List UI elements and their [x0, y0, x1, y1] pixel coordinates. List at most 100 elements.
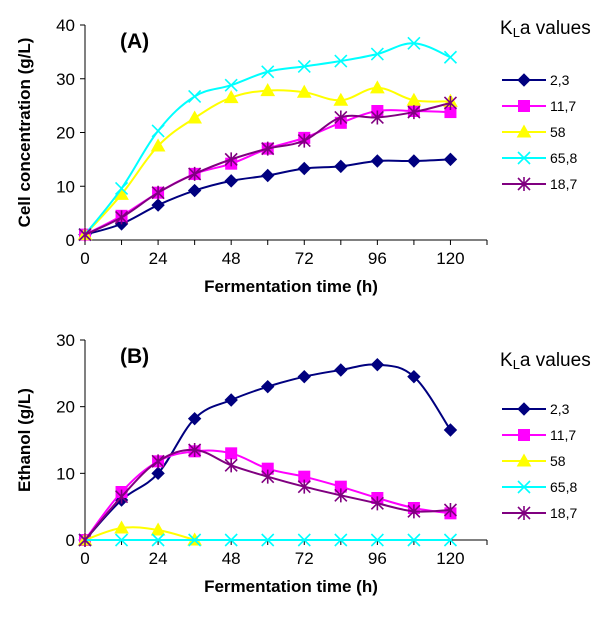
data-point — [443, 423, 458, 437]
data-point — [443, 152, 458, 167]
legend-label: 2,3 — [550, 72, 570, 88]
data-point — [224, 174, 238, 188]
data-point — [151, 124, 165, 138]
legend-title: KLa values — [500, 350, 591, 372]
y-tick-label: 0 — [66, 231, 75, 250]
x-tick-label: 48 — [222, 549, 241, 568]
x-tick-label: 0 — [80, 249, 89, 268]
data-point — [224, 458, 238, 473]
legend-marker — [518, 429, 530, 441]
data-point — [370, 357, 385, 372]
legend-marker — [516, 124, 532, 138]
x-tick-label: 96 — [368, 249, 387, 268]
data-point — [370, 80, 385, 94]
data-point — [334, 110, 348, 125]
legend-marker — [518, 100, 530, 112]
data-point — [260, 83, 276, 97]
data-point — [151, 185, 165, 200]
legend-marker — [517, 151, 531, 165]
data-point — [370, 110, 384, 125]
data-point — [334, 54, 348, 68]
x-axis-title: Fermentation time (h) — [204, 577, 378, 596]
data-point — [114, 533, 129, 547]
data-point — [261, 533, 275, 547]
panel-label: (A) — [120, 30, 149, 53]
data-point — [225, 447, 238, 460]
y-tick-label: 30 — [56, 331, 75, 350]
y-tick-label: 20 — [56, 124, 75, 143]
x-tick-label: 120 — [436, 549, 464, 568]
y-tick-label: 40 — [56, 16, 75, 35]
data-point — [223, 90, 239, 104]
legend-label: 11,7 — [550, 427, 576, 443]
series-4 — [78, 95, 458, 242]
x-tick-label: 96 — [368, 549, 387, 568]
x-axis-title: Fermentation time (h) — [204, 277, 378, 296]
legend-title-prefix: K — [500, 18, 513, 39]
data-point — [187, 411, 202, 426]
data-point — [407, 154, 421, 168]
legend-marker — [516, 453, 532, 467]
data-point — [443, 533, 458, 547]
data-point — [443, 503, 458, 517]
data-point — [187, 183, 202, 198]
data-point — [114, 489, 129, 504]
legend-label: 65,8 — [550, 479, 577, 495]
data-point — [407, 533, 421, 547]
data-point — [151, 198, 165, 212]
data-point — [297, 59, 311, 73]
data-point — [297, 533, 311, 547]
legend-label: 65,8 — [550, 150, 577, 166]
data-point — [334, 363, 348, 377]
data-point — [188, 166, 202, 181]
x-tick-label: 120 — [436, 249, 464, 268]
data-point — [188, 443, 202, 457]
data-point — [297, 369, 311, 384]
y-tick-label: 20 — [56, 398, 75, 417]
data-point — [370, 47, 384, 61]
data-point — [334, 159, 348, 174]
data-point — [370, 533, 384, 547]
x-tick-label: 0 — [80, 549, 89, 568]
data-point — [261, 141, 275, 156]
legend-marker — [517, 177, 531, 191]
data-point — [297, 161, 311, 176]
series-1 — [79, 445, 457, 546]
legend-label: 18,7 — [550, 505, 577, 521]
legend-marker — [517, 480, 531, 494]
series-3 — [78, 36, 458, 242]
legend: KLa values 2,3 11,7 58 65,8 18,7 — [500, 18, 591, 192]
data-point — [261, 469, 275, 484]
data-point — [150, 522, 166, 536]
x-tick-label: 24 — [149, 549, 168, 568]
data-point — [224, 533, 238, 547]
legend-marker — [517, 506, 531, 520]
data-point — [224, 78, 238, 92]
data-point — [151, 533, 165, 547]
data-point — [333, 92, 349, 106]
data-point — [334, 533, 348, 547]
data-point — [443, 95, 458, 110]
data-point — [297, 133, 311, 148]
series-4 — [78, 443, 458, 547]
legend-label: 58 — [550, 124, 566, 140]
legend-label: 11,7 — [550, 98, 576, 114]
legend-title: KLa values — [500, 18, 591, 40]
y-tick-label: 0 — [66, 531, 75, 550]
data-point — [78, 533, 92, 547]
legend: KLa values 2,3 11,7 58 65,8 18,7 — [500, 350, 591, 521]
data-point — [114, 210, 129, 225]
legend-label: 2,3 — [550, 401, 570, 417]
data-point — [78, 227, 92, 242]
data-point — [296, 84, 312, 98]
data-point — [297, 479, 311, 494]
data-point — [407, 36, 421, 50]
data-point — [261, 379, 275, 394]
legend-marker — [517, 402, 531, 416]
data-point — [224, 152, 238, 167]
legend-label: 58 — [550, 453, 566, 469]
series-0 — [78, 357, 458, 547]
data-point — [407, 369, 421, 384]
data-point — [370, 496, 384, 511]
data-point — [188, 533, 202, 547]
